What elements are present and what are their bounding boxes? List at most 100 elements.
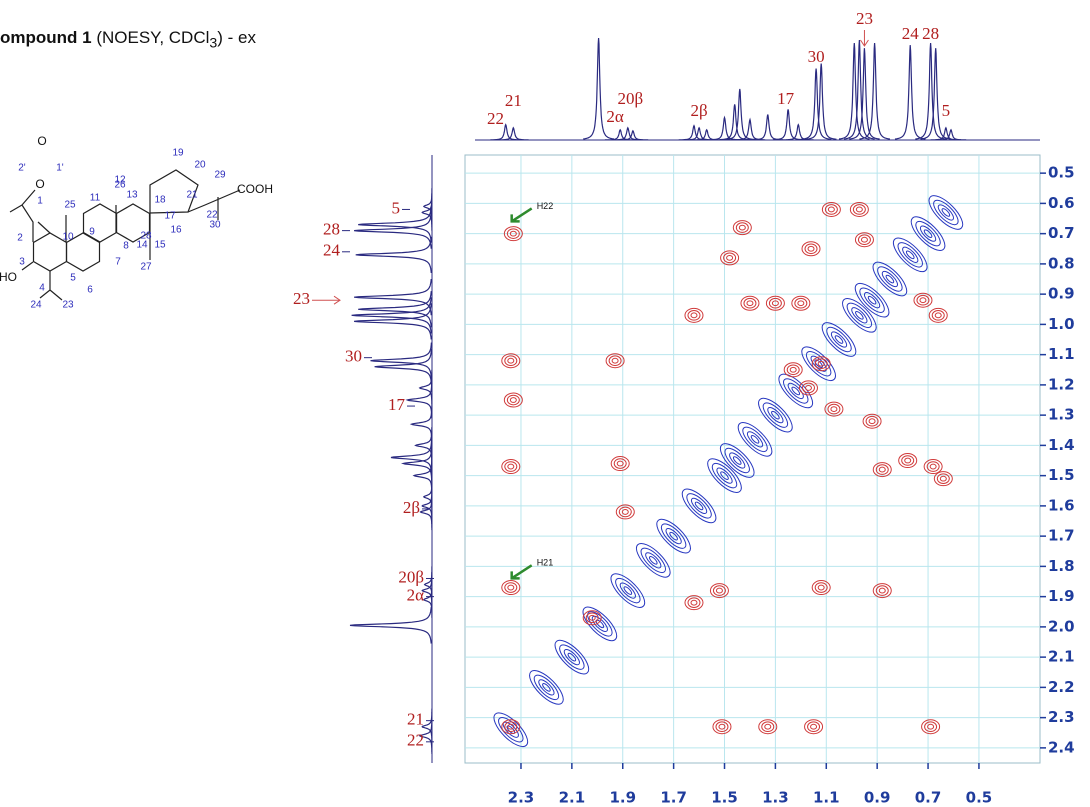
side-projection-peak bbox=[374, 348, 432, 385]
cross-peak bbox=[503, 226, 523, 242]
structure-label: 24 bbox=[30, 300, 42, 311]
cross-peak-contour bbox=[503, 392, 523, 408]
cross-peak-contour bbox=[709, 583, 729, 599]
cross-peak-contour bbox=[501, 719, 521, 735]
cross-peak-contour bbox=[791, 295, 811, 311]
cross-peak-contour bbox=[926, 461, 940, 472]
cross-peak-contour bbox=[878, 587, 886, 594]
y-tick-label: 1.4 bbox=[1048, 436, 1075, 454]
side-projection-peak bbox=[370, 342, 432, 379]
side-projection-peak bbox=[412, 457, 433, 494]
diagonal-peak-contour bbox=[877, 266, 903, 292]
top-projection-peak bbox=[915, 43, 946, 140]
cross-peak-contour bbox=[735, 222, 749, 233]
cross-peak bbox=[849, 201, 869, 217]
diagonal-peak bbox=[778, 373, 814, 409]
structure-label: 27 bbox=[140, 262, 152, 273]
structure-label: 7 bbox=[115, 257, 121, 268]
top-projection-peak bbox=[709, 115, 740, 141]
structure bbox=[9, 169, 241, 301]
cross-peak-contour bbox=[872, 462, 892, 478]
cross-peak-contour bbox=[507, 723, 515, 730]
cross-peak bbox=[610, 456, 630, 472]
cross-peak-contour bbox=[718, 723, 726, 730]
top-projection-peak bbox=[920, 48, 952, 140]
diagonal-peak-contour bbox=[910, 216, 946, 251]
top-projection-peak bbox=[752, 114, 783, 141]
x-tick-label: 1.1 bbox=[813, 789, 840, 807]
cross-peak-contour bbox=[933, 471, 953, 487]
diagonal-peak-contour bbox=[582, 606, 618, 642]
title-text: (NOESY, CDCl bbox=[91, 28, 210, 47]
side-projection-peak bbox=[351, 297, 432, 334]
cross-peak bbox=[923, 459, 943, 475]
diagonal-peak-contour bbox=[771, 410, 780, 420]
cross-peak-contour bbox=[615, 504, 635, 520]
cross-peak-contour bbox=[690, 599, 698, 606]
top-projection-peak bbox=[498, 126, 529, 141]
cross-peak bbox=[921, 719, 941, 735]
side-peak-label: 2α bbox=[407, 586, 425, 605]
y-tick-label: 0.8 bbox=[1048, 254, 1075, 272]
ring bbox=[149, 169, 199, 214]
side-projection-peak bbox=[400, 445, 433, 482]
annotation: H22 bbox=[537, 201, 554, 211]
cross-peak bbox=[615, 504, 635, 520]
y-tick-label: 2.0 bbox=[1048, 617, 1075, 635]
structure-label: 19 bbox=[172, 148, 184, 159]
cross-peak-contour bbox=[684, 307, 704, 323]
cross-peak-contour bbox=[503, 226, 523, 242]
top-peak-label: 28 bbox=[922, 24, 939, 43]
cross-peak-contour bbox=[857, 234, 871, 245]
top-projection-peak bbox=[800, 68, 832, 140]
cross-peak-contour bbox=[738, 224, 746, 231]
cross-peak bbox=[605, 353, 625, 369]
cross-peak bbox=[811, 356, 831, 372]
y-tick-label: 1.6 bbox=[1048, 496, 1075, 514]
structure-label: 23 bbox=[62, 300, 74, 311]
diagonal-peak-contour bbox=[941, 208, 951, 217]
cross-peak-contour bbox=[768, 297, 782, 309]
diagonal-peak-contour bbox=[783, 378, 809, 404]
x-tick-label: 2.3 bbox=[508, 789, 535, 807]
cross-peak-contour bbox=[919, 297, 927, 304]
diagonal-peak-contour bbox=[937, 204, 954, 221]
structure-label: 8 bbox=[123, 241, 129, 252]
cross-peak bbox=[503, 392, 523, 408]
diagonal-peak-contour bbox=[842, 298, 877, 333]
y-tick-label: 0.5 bbox=[1048, 164, 1075, 182]
y-tick-label: 2.2 bbox=[1048, 678, 1075, 696]
cross-peak bbox=[872, 583, 892, 599]
x-tick-label: 2.1 bbox=[559, 789, 586, 807]
side-peak-label: 17 bbox=[388, 395, 406, 414]
structure-label: 16 bbox=[170, 225, 182, 236]
cross-peak-contour bbox=[608, 355, 622, 366]
structure-label: 2 bbox=[17, 233, 23, 244]
cross-peak bbox=[811, 580, 831, 596]
cross-peak-contour bbox=[715, 587, 723, 594]
annotation: H21 bbox=[537, 558, 554, 568]
cross-peak bbox=[913, 292, 933, 308]
cross-peak bbox=[501, 353, 521, 369]
side-peak-label: 23 bbox=[293, 289, 310, 308]
diagonal-peak-contour bbox=[767, 407, 784, 424]
diagonal-peak-contour bbox=[897, 242, 923, 268]
diagonal-peak-contour bbox=[559, 644, 585, 670]
structure-label: 11 bbox=[90, 193, 101, 204]
diagonal-peak-contour bbox=[826, 326, 852, 353]
cross-peak-contour bbox=[611, 357, 619, 364]
diagonal-peak bbox=[842, 298, 877, 333]
top-peak-label: 23 bbox=[856, 9, 873, 28]
plot-area bbox=[464, 154, 1041, 764]
structure-label: 6 bbox=[87, 285, 93, 296]
cross-peak-contour bbox=[804, 243, 818, 255]
cross-peak bbox=[798, 380, 818, 396]
cross-peak bbox=[501, 719, 521, 735]
top-projection-peak bbox=[583, 37, 614, 140]
cross-peak-contour bbox=[504, 721, 518, 733]
annotation-arrow bbox=[510, 207, 533, 223]
cross-peak-contour bbox=[817, 584, 825, 591]
cross-peak bbox=[740, 295, 760, 311]
cross-peak-contour bbox=[761, 721, 775, 733]
cross-peak-contour bbox=[786, 364, 800, 376]
